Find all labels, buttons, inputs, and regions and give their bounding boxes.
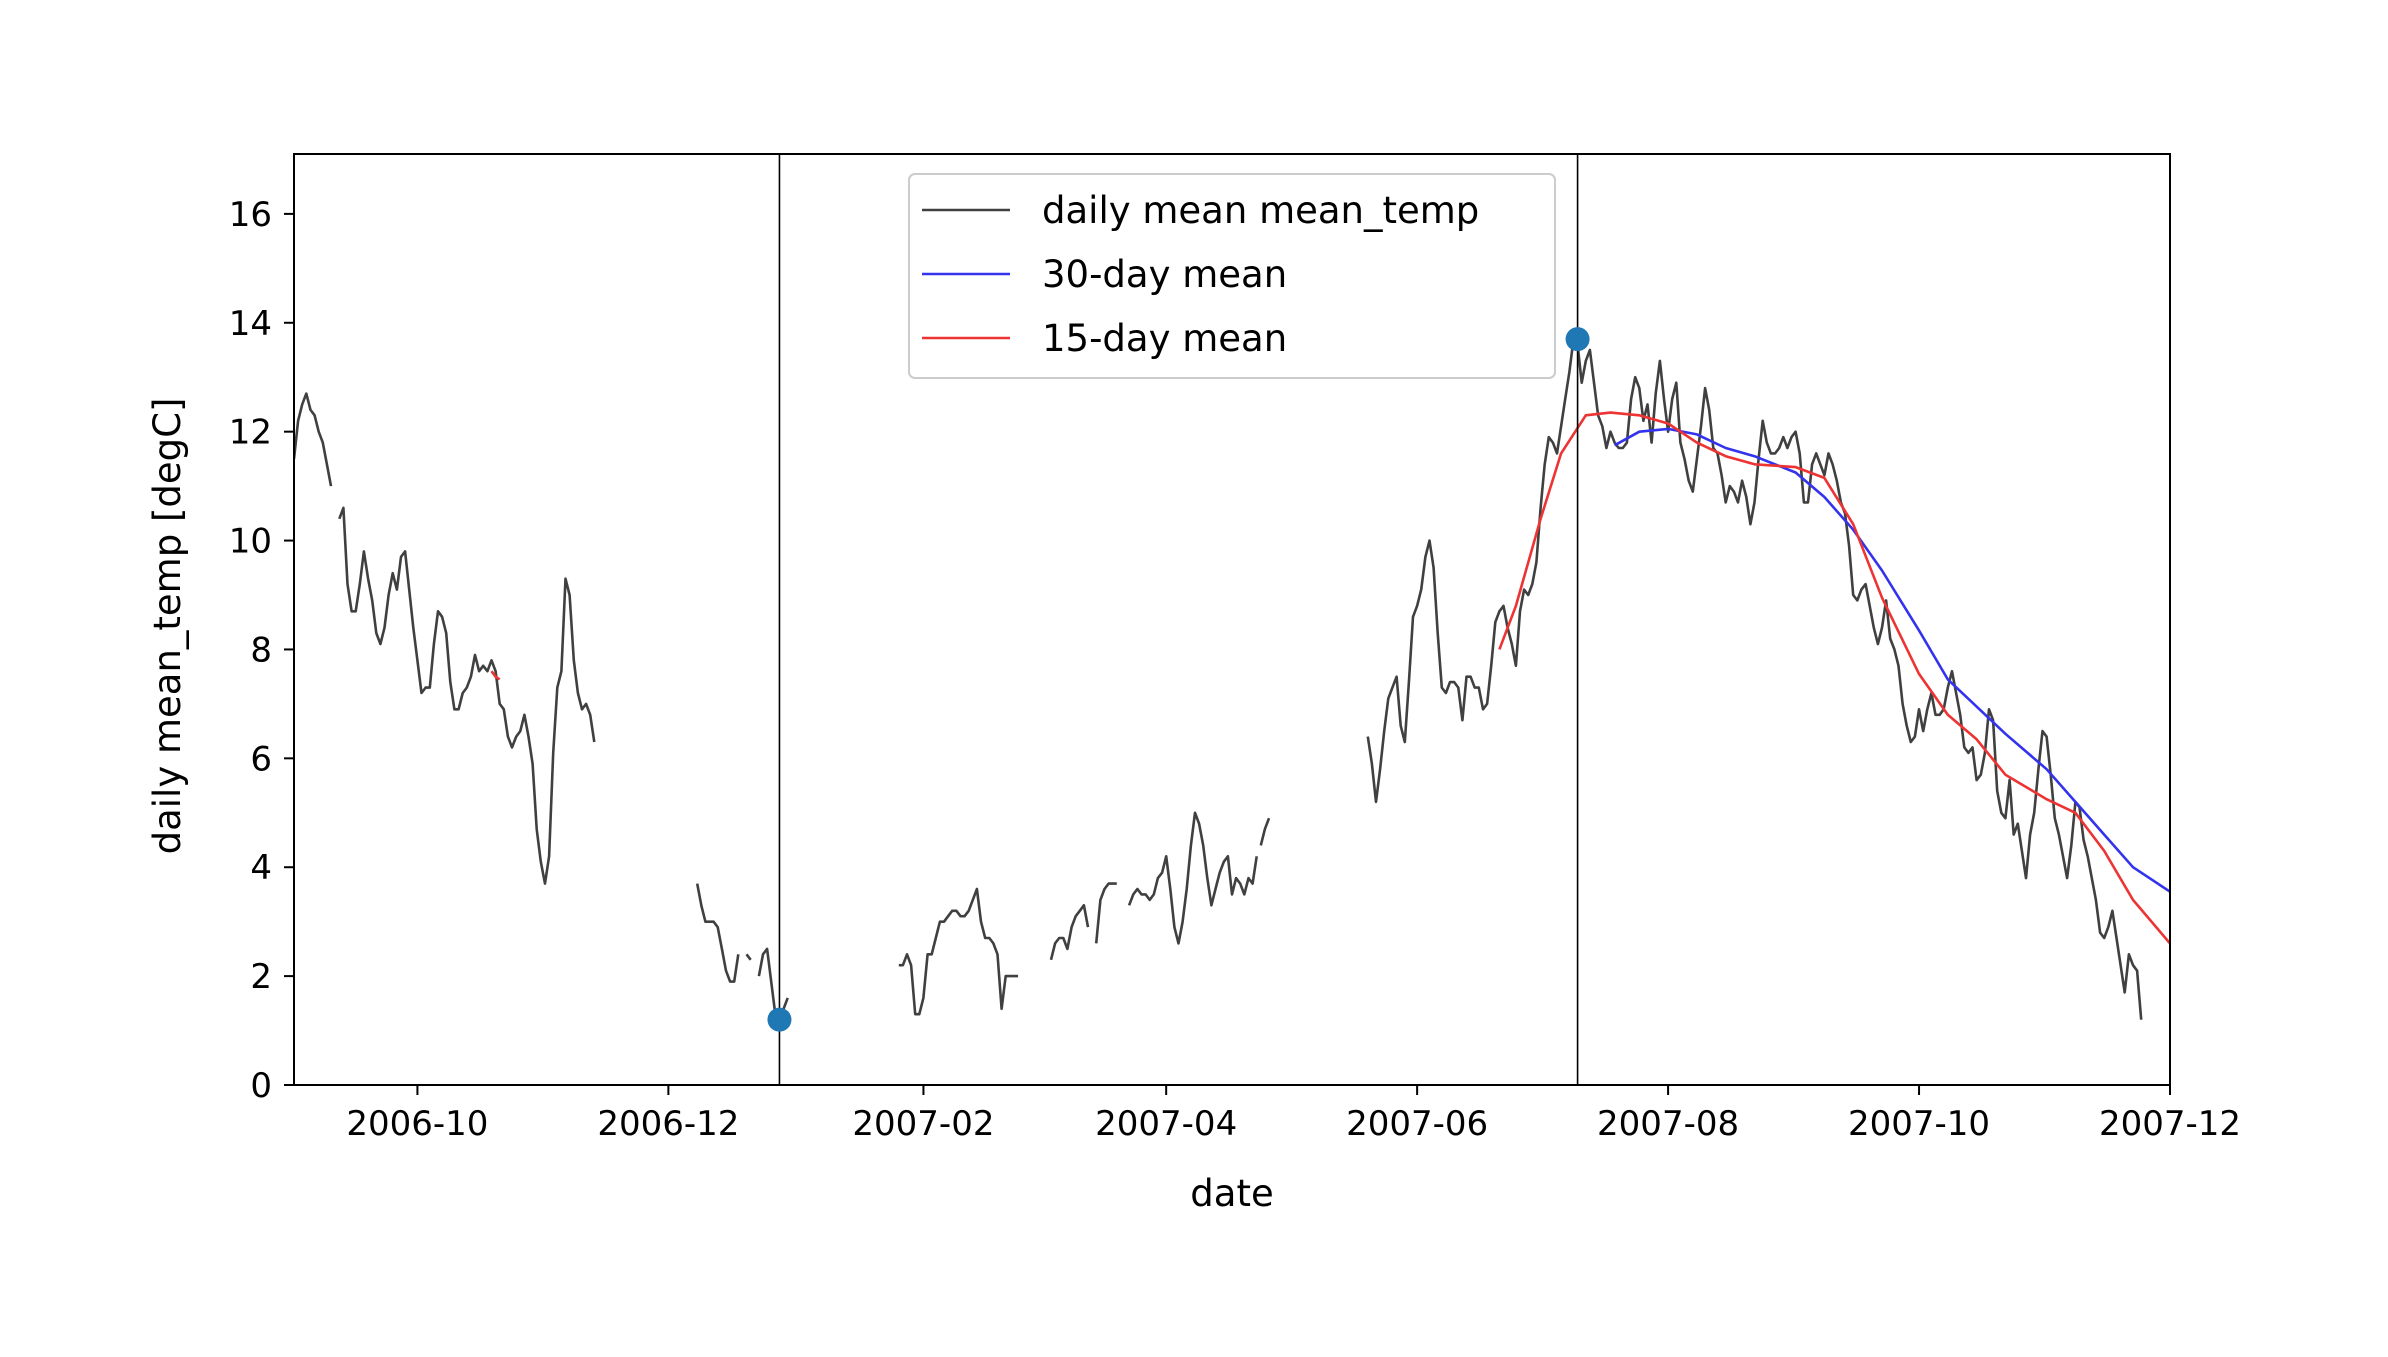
x-tick-label: 2007-12 <box>2099 1104 2241 1144</box>
series-line-1-segment-6 <box>898 887 1019 1016</box>
marker-point-2 <box>1565 327 1590 352</box>
x-axis-label: date <box>1190 1172 1273 1215</box>
x-tick-label: 2007-08 <box>1597 1104 1739 1144</box>
series-line-1-segment-9 <box>1127 811 1258 945</box>
x-axis: 2006-10 2006-12 2007-02 2007-04 2007-06 2007-… <box>346 1085 2241 1144</box>
legend-label-3: 15-day mean <box>1042 317 1287 360</box>
y-tick-label: 4 <box>250 848 272 888</box>
y-tick-label: 10 <box>229 522 272 562</box>
marker-point-1 <box>767 1007 792 1032</box>
y-axis: 0 2 4 6 8 10 12 14 16 <box>229 195 294 1106</box>
y-tick-label: 6 <box>250 739 272 779</box>
plot-frame <box>293 153 2171 1086</box>
series-line-1-segment-4 <box>745 953 752 961</box>
series-line-1-segment-2 <box>338 506 596 885</box>
y-tick-label: 12 <box>229 413 272 453</box>
x-tick-label: 2007-04 <box>1095 1104 1237 1144</box>
y-tick-label: 0 <box>250 1066 272 1106</box>
x-tick-label: 2007-10 <box>1848 1104 1990 1144</box>
y-axis-label: daily mean_temp [degC] <box>146 398 189 855</box>
series-line-1-segment-8 <box>1094 882 1117 944</box>
series-line-1-segment-7 <box>1049 903 1090 961</box>
y-tick-label: 14 <box>229 304 272 344</box>
legend-label-2: 30-day mean <box>1042 253 1287 296</box>
x-tick-label: 2006-10 <box>346 1104 488 1144</box>
y-tick-label: 16 <box>229 195 272 235</box>
x-tick-label: 2007-02 <box>852 1104 994 1144</box>
series-line-1-segment-3 <box>695 883 740 983</box>
x-tick-label: 2007-06 <box>1346 1104 1488 1144</box>
y-tick-label: 8 <box>250 630 272 670</box>
legend-box <box>908 173 1556 379</box>
legend-label-1: daily mean mean_temp <box>1042 189 1479 232</box>
series-line-1-segment-10 <box>1259 817 1271 846</box>
plot-area <box>294 154 2170 1085</box>
series-line-1-segment-11 <box>1366 337 2143 1020</box>
series-line-2-segment-1 <box>1613 427 2170 893</box>
legend: daily mean mean_temp 30-day mean 15-day me… <box>908 173 1556 379</box>
x-tick-label: 2006-12 <box>597 1104 739 1144</box>
series-line-1-segment-1 <box>294 392 333 487</box>
y-tick-label: 2 <box>250 957 272 997</box>
series-line-3-segment-2 <box>1498 411 2170 945</box>
series-line-3-segment-1 <box>490 670 501 681</box>
